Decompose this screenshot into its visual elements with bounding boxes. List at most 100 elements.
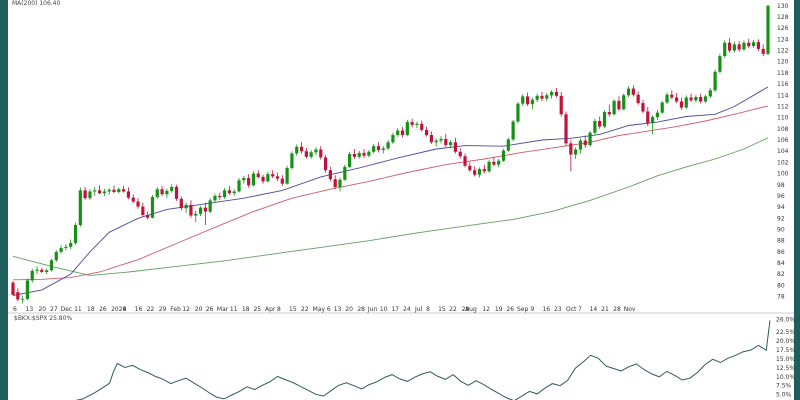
date-tick-label: Sep xyxy=(517,306,529,313)
date-tick-label: Oct xyxy=(566,306,577,313)
candle-body xyxy=(126,191,131,198)
candle-body xyxy=(309,152,313,157)
candle-body xyxy=(598,121,602,127)
date-tick-label: 22 xyxy=(147,306,155,313)
rs-tick-label: 22.5% xyxy=(776,329,795,336)
candle-body xyxy=(136,201,140,207)
ma-200-line xyxy=(12,137,769,276)
candle-body xyxy=(333,179,337,187)
candle-body xyxy=(362,152,366,156)
date-tick-label: 9 xyxy=(530,306,534,313)
candle-body xyxy=(497,160,501,165)
candle-body xyxy=(708,90,712,97)
rs-tick-label: 12.5% xyxy=(776,365,795,372)
date-tick-label: 13 xyxy=(26,306,34,313)
candle-body xyxy=(564,114,568,144)
candle-body xyxy=(198,207,203,214)
candle-body xyxy=(275,176,280,179)
date-tick-label: 29 xyxy=(159,306,167,313)
candle-body xyxy=(88,191,92,199)
candle-body xyxy=(54,251,58,261)
candle-body xyxy=(304,151,308,157)
price-tick-label: 86 xyxy=(777,249,785,256)
candle-body xyxy=(232,191,236,194)
date-tick-label: 15 xyxy=(438,306,446,313)
price-tick-label: 78 xyxy=(777,294,785,301)
ma-50-path xyxy=(12,105,769,281)
candle-body xyxy=(131,197,135,202)
candle-body xyxy=(30,270,34,281)
price-tick-label: 112 xyxy=(777,103,789,110)
date-tick-label: Apr xyxy=(265,306,276,313)
price-tick-label: 100 xyxy=(777,171,789,178)
candle-body xyxy=(266,174,270,182)
candle-body xyxy=(751,42,756,47)
candle-body xyxy=(732,44,736,51)
date-tick-label: 28 xyxy=(357,306,365,313)
date-tick-label: 12 xyxy=(182,306,190,313)
candle-body xyxy=(468,165,472,171)
candle-body xyxy=(660,102,664,113)
candle-body xyxy=(631,88,635,95)
candle-body xyxy=(174,186,179,199)
candle-body xyxy=(501,150,506,161)
candle-body xyxy=(506,139,510,151)
date-tick-label: 23 xyxy=(554,306,562,313)
candle-body xyxy=(117,189,121,193)
candle-body xyxy=(400,130,405,135)
candle-body xyxy=(641,103,645,112)
price-tick-label: 130 xyxy=(777,3,789,10)
date-tick-label: Mar xyxy=(217,306,229,313)
price-tick-label: 126 xyxy=(777,25,789,32)
candle-body xyxy=(21,298,25,300)
rs-y-axis: 26.0% 22.5% 20.0% 17.5% 15.0% 12.5% 10.0% 7.5% 5… xyxy=(776,317,795,399)
candle-body xyxy=(463,156,467,166)
candle-body xyxy=(684,97,688,108)
rs-tick-label: 5.0% xyxy=(776,392,792,399)
candle-body xyxy=(386,142,390,149)
candle-body xyxy=(521,96,525,104)
candle-body xyxy=(559,95,563,115)
candle-body xyxy=(323,157,328,171)
date-tick-label: Nov xyxy=(624,306,636,313)
price-tick-label: 102 xyxy=(777,159,789,166)
date-tick-label: 20 xyxy=(345,306,353,313)
candle-body xyxy=(415,123,419,125)
date-tick-label: 21 xyxy=(601,306,609,313)
candle-body xyxy=(737,44,741,50)
date-tick-label: 8 xyxy=(123,306,127,313)
candle-body xyxy=(626,88,631,96)
candle-body xyxy=(588,132,592,146)
date-tick-label: 16 xyxy=(135,306,143,313)
candle-body xyxy=(251,173,256,186)
candle-body xyxy=(25,280,30,299)
date-tick-label: 29 xyxy=(462,306,470,313)
candle-body xyxy=(338,179,342,187)
candle-body xyxy=(655,112,659,118)
candle-body xyxy=(352,154,357,157)
candle-body xyxy=(78,190,82,226)
candle-body xyxy=(280,178,284,184)
candle-body xyxy=(482,169,486,172)
candle-body xyxy=(424,129,429,135)
candle-body xyxy=(646,111,650,124)
price-tick-label: 108 xyxy=(777,126,789,133)
candle-body xyxy=(122,189,126,192)
price-tick-label: 92 xyxy=(777,215,785,222)
candle-body xyxy=(511,121,515,140)
left-frame-bar xyxy=(0,0,8,400)
date-tick-label: Dec xyxy=(61,306,73,313)
price-tick-label: 80 xyxy=(777,282,785,289)
candle-body xyxy=(16,292,20,300)
price-tick-label: 124 xyxy=(777,36,789,43)
candle-body xyxy=(69,242,73,247)
price-tick-label: 98 xyxy=(777,182,785,189)
ma-50-line xyxy=(12,105,769,281)
candle-body xyxy=(45,270,49,273)
candle-body xyxy=(83,190,87,199)
candle-body xyxy=(208,200,212,212)
price-y-axis: 78 80 82 84 86 88 90 92 94 96 98 100 102 104 106 108 110… xyxy=(777,3,789,301)
candle-body xyxy=(434,140,438,143)
candle-body xyxy=(271,174,275,177)
candle-body xyxy=(218,195,222,198)
